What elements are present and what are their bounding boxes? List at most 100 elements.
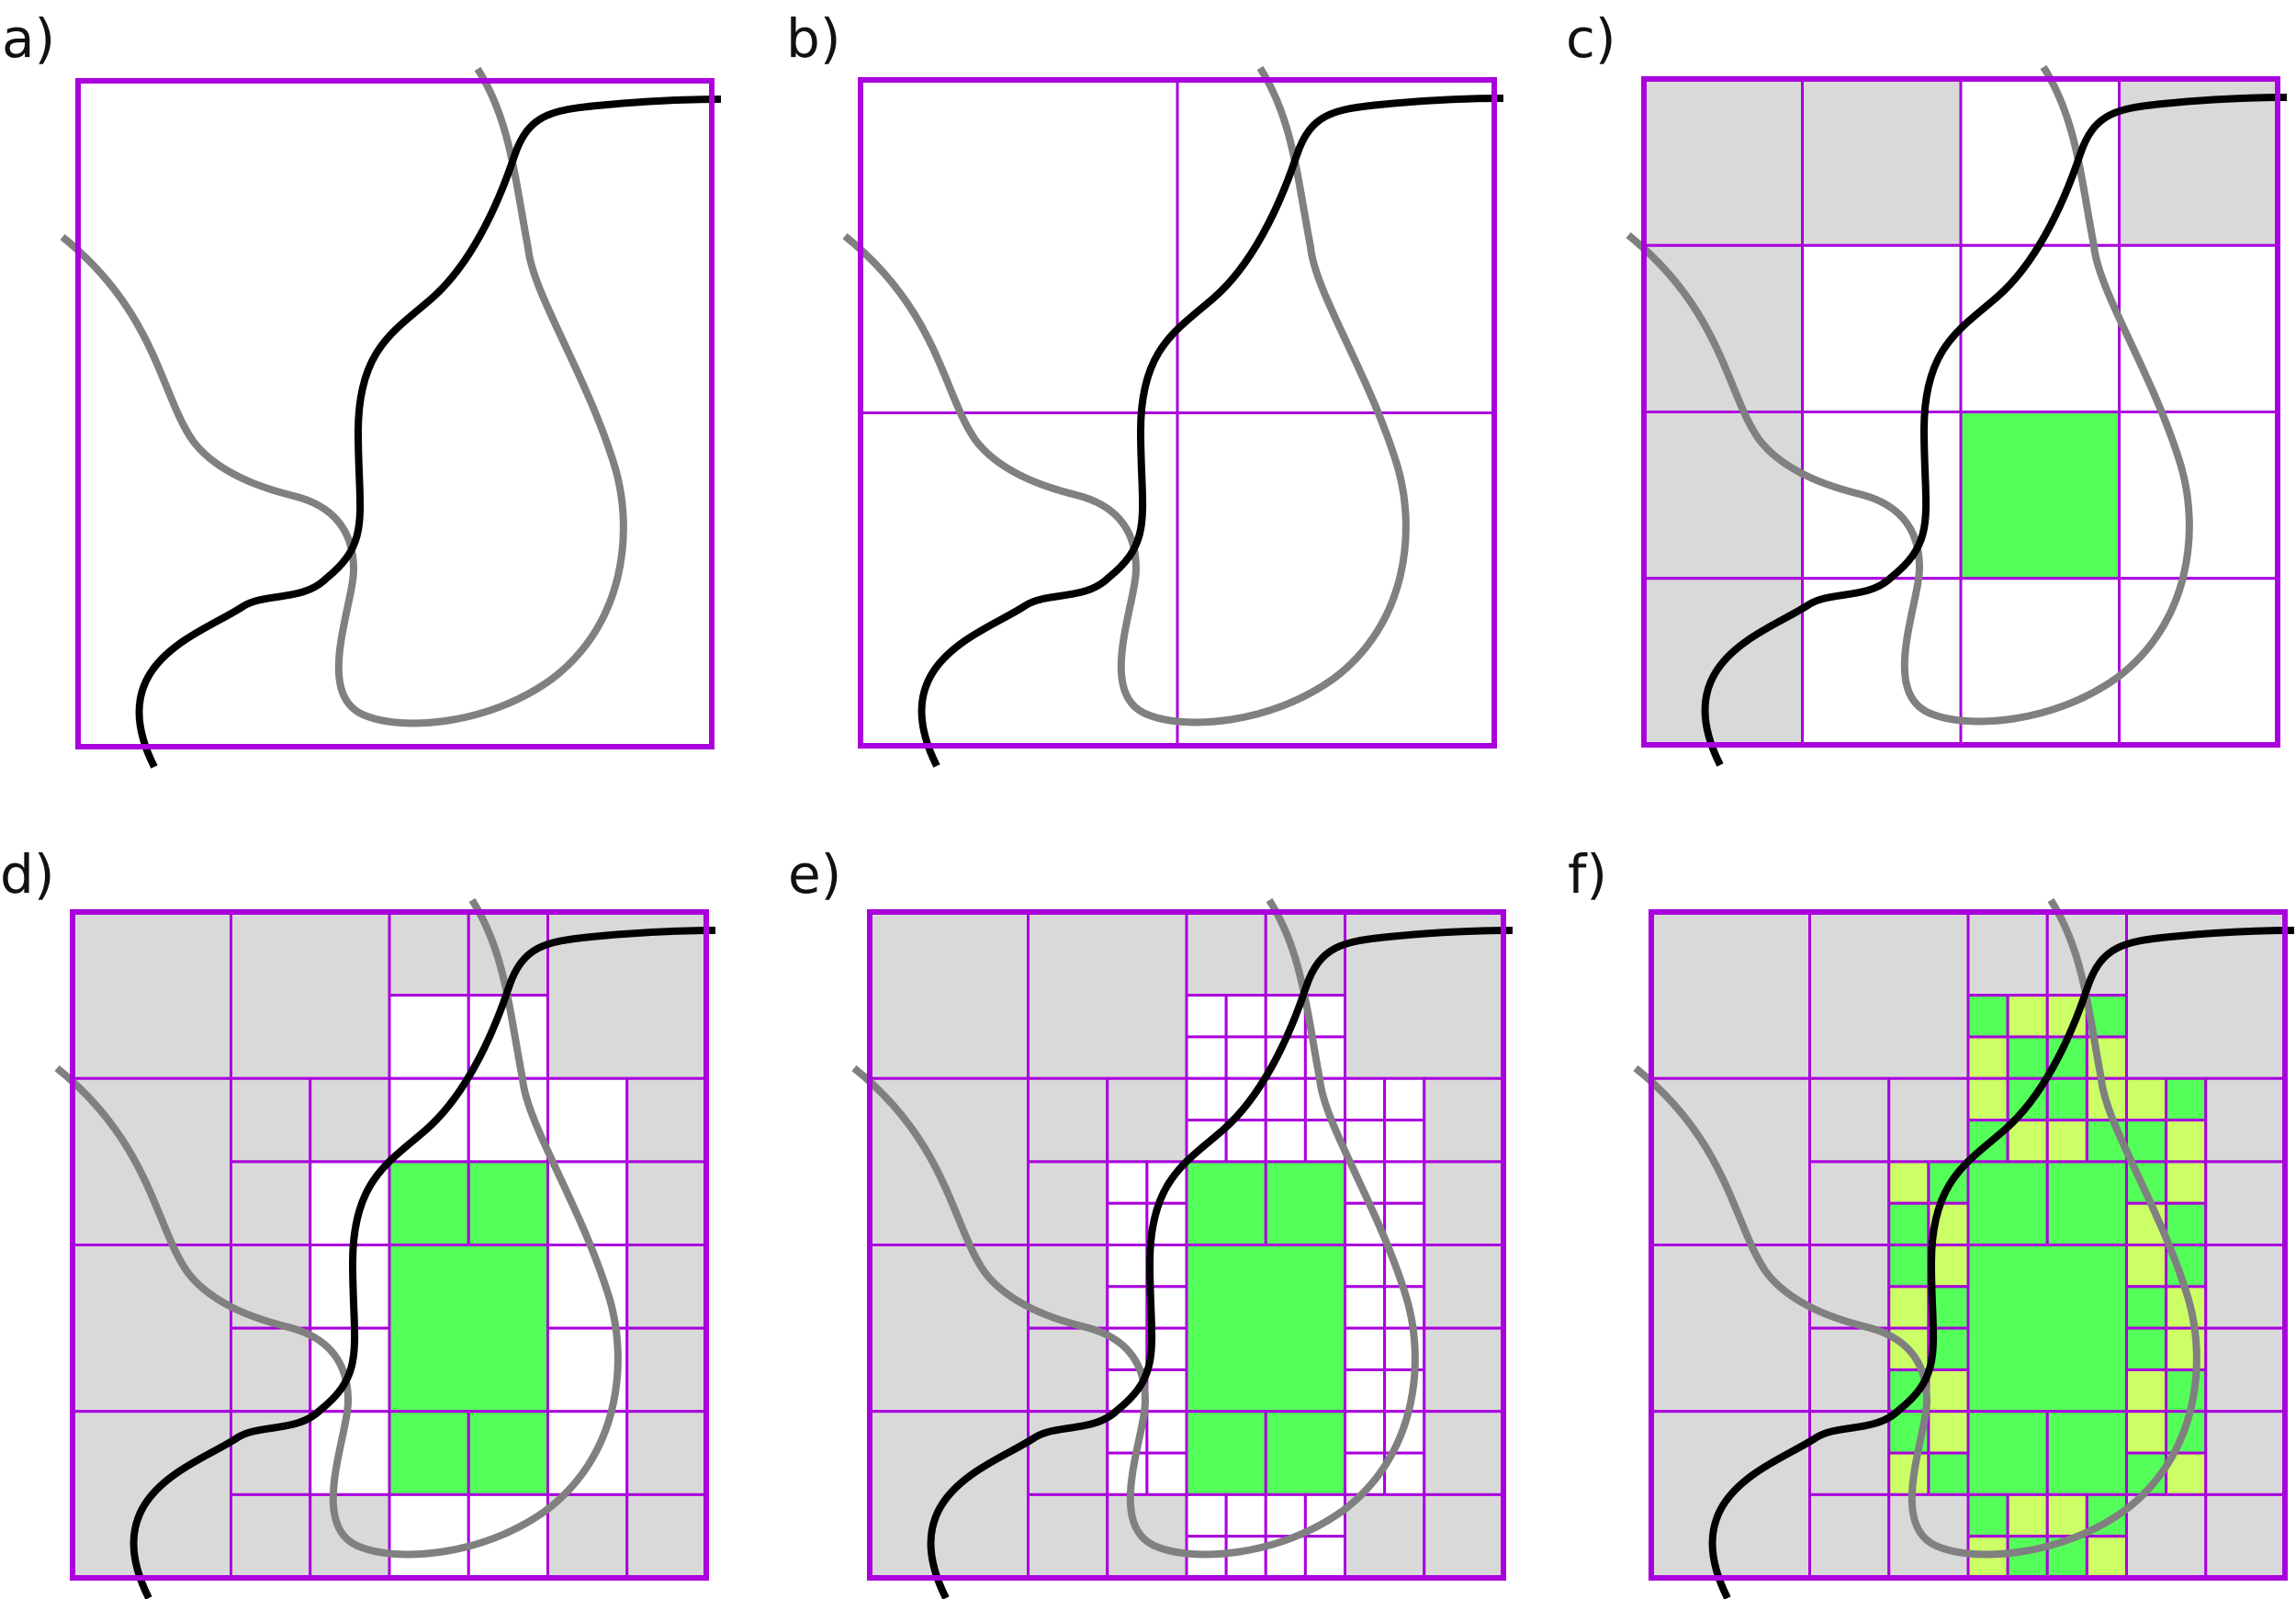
grid-cell [230, 1076, 312, 1164]
grid-cell [1966, 1035, 2009, 1080]
grid-cell [1887, 1201, 1930, 1246]
grid-cell [1808, 1326, 1891, 1413]
grid-cell [1966, 1076, 2009, 1122]
grid-cell [71, 910, 232, 1080]
grid-cell [2204, 1410, 2287, 1496]
grid-cell [1344, 1326, 1387, 1371]
grid-cell [1344, 1285, 1387, 1330]
grid-cell [1145, 1410, 1188, 1455]
grid-cell [1423, 1410, 1505, 1496]
grid-cell [230, 910, 391, 1080]
domain-frame [75, 78, 715, 749]
grid-cell [467, 1160, 549, 1246]
grid-cell [230, 1492, 312, 1580]
panel-label: c) [1566, 7, 1616, 70]
grid-cell [2165, 1201, 2208, 1246]
grid-cell [1966, 910, 2049, 997]
grid-cell [1185, 1160, 1267, 1246]
grid-cell [1176, 411, 1496, 748]
grid-cell [859, 78, 1179, 414]
grid-cell [2204, 1326, 2287, 1413]
grid-cell [2045, 1160, 2128, 1246]
grid-cell [1808, 1076, 1891, 1164]
panel-label: b) [786, 7, 840, 70]
grid-cell [625, 1326, 708, 1413]
grid-cell [1145, 1368, 1188, 1413]
grid-cell [1185, 1076, 1228, 1122]
grid-cell [2165, 1119, 2208, 1164]
panel-grid [71, 910, 708, 1580]
grid-cell [1383, 1160, 1426, 1205]
grid-cell [309, 1076, 391, 1164]
grid-cell [1264, 1160, 1346, 1246]
domain-frame [858, 77, 1497, 749]
panel-label: a) [2, 7, 55, 70]
domain-frame [70, 909, 709, 1581]
domain-frame [1649, 909, 2288, 1581]
grid-cell [1423, 1492, 1505, 1580]
grid-cell [1344, 1244, 1387, 1289]
grid-cell [309, 1410, 391, 1496]
grid-cell [1027, 910, 1188, 1080]
grid-cell [1927, 1368, 1970, 1413]
grid-cell [2204, 1076, 2287, 1164]
grid-cell [1185, 1244, 1346, 1413]
panel-b: b) [786, 7, 1503, 766]
panel-grid [1649, 910, 2287, 1580]
grid-cell [625, 1244, 708, 1330]
grid-cell [2118, 243, 2279, 413]
grid-cell [1383, 1076, 1426, 1122]
grid-cell [1176, 78, 1496, 414]
grid-cell [388, 1244, 549, 1413]
grid-cell [230, 1160, 312, 1246]
grid-cell [388, 1492, 470, 1580]
grid-cell [1423, 1076, 1505, 1164]
black-curve [139, 99, 721, 767]
grid-cell [388, 910, 470, 997]
grid-cell [868, 910, 1030, 1080]
grid-cell [1027, 1076, 1109, 1164]
grid-cell [1423, 1160, 1505, 1246]
grid-cell [1887, 1076, 1970, 1164]
grid-cell [1264, 1119, 1307, 1164]
grid-cell [1887, 1285, 1930, 1330]
grid-cell [1264, 1076, 1307, 1122]
grid-cell [1801, 77, 1963, 247]
grid-cell [1966, 1244, 2128, 1413]
gray-curve [62, 69, 624, 723]
grid-cell [2165, 1368, 2208, 1413]
grid-cell [1344, 1119, 1387, 1164]
grid-cell [1808, 910, 1970, 1080]
grid-cell [1303, 1535, 1346, 1580]
grid-cell [1966, 1492, 2009, 1538]
panel-label: e) [788, 843, 841, 906]
grid-cell [2006, 1035, 2049, 1080]
grid-cell [1264, 1492, 1307, 1538]
grid-cell [1887, 1244, 1930, 1289]
grid-cell [546, 1492, 629, 1580]
grid-cell [1801, 577, 1963, 747]
grid-cell [2125, 1410, 2168, 1455]
grid-cell [2165, 1076, 2208, 1122]
panel-grid [1642, 77, 2279, 747]
grid-cell [1145, 1451, 1188, 1496]
panel-d: d) [0, 843, 715, 1598]
grid-cell [1423, 1326, 1505, 1413]
grid-cell [1966, 1410, 2049, 1496]
grid-cell [1106, 1160, 1149, 1205]
grid-cell [1264, 1410, 1346, 1496]
grid-cell [546, 1410, 629, 1496]
grid-cell [1185, 1410, 1267, 1496]
grid-cell [1224, 1492, 1267, 1538]
grid-cell [1808, 1160, 1891, 1246]
grid-cell [2006, 994, 2049, 1039]
grid-cell [2045, 1492, 2088, 1538]
grid-cell [1106, 1285, 1149, 1330]
grid-cell [230, 1326, 312, 1413]
grid-cell [1808, 1492, 1891, 1580]
grid-cell [309, 1492, 391, 1580]
panel-label: d) [0, 843, 54, 906]
grid-cell [1927, 1451, 1970, 1496]
grid-cell [2118, 411, 2279, 580]
grid-cell [1887, 1160, 1930, 1205]
